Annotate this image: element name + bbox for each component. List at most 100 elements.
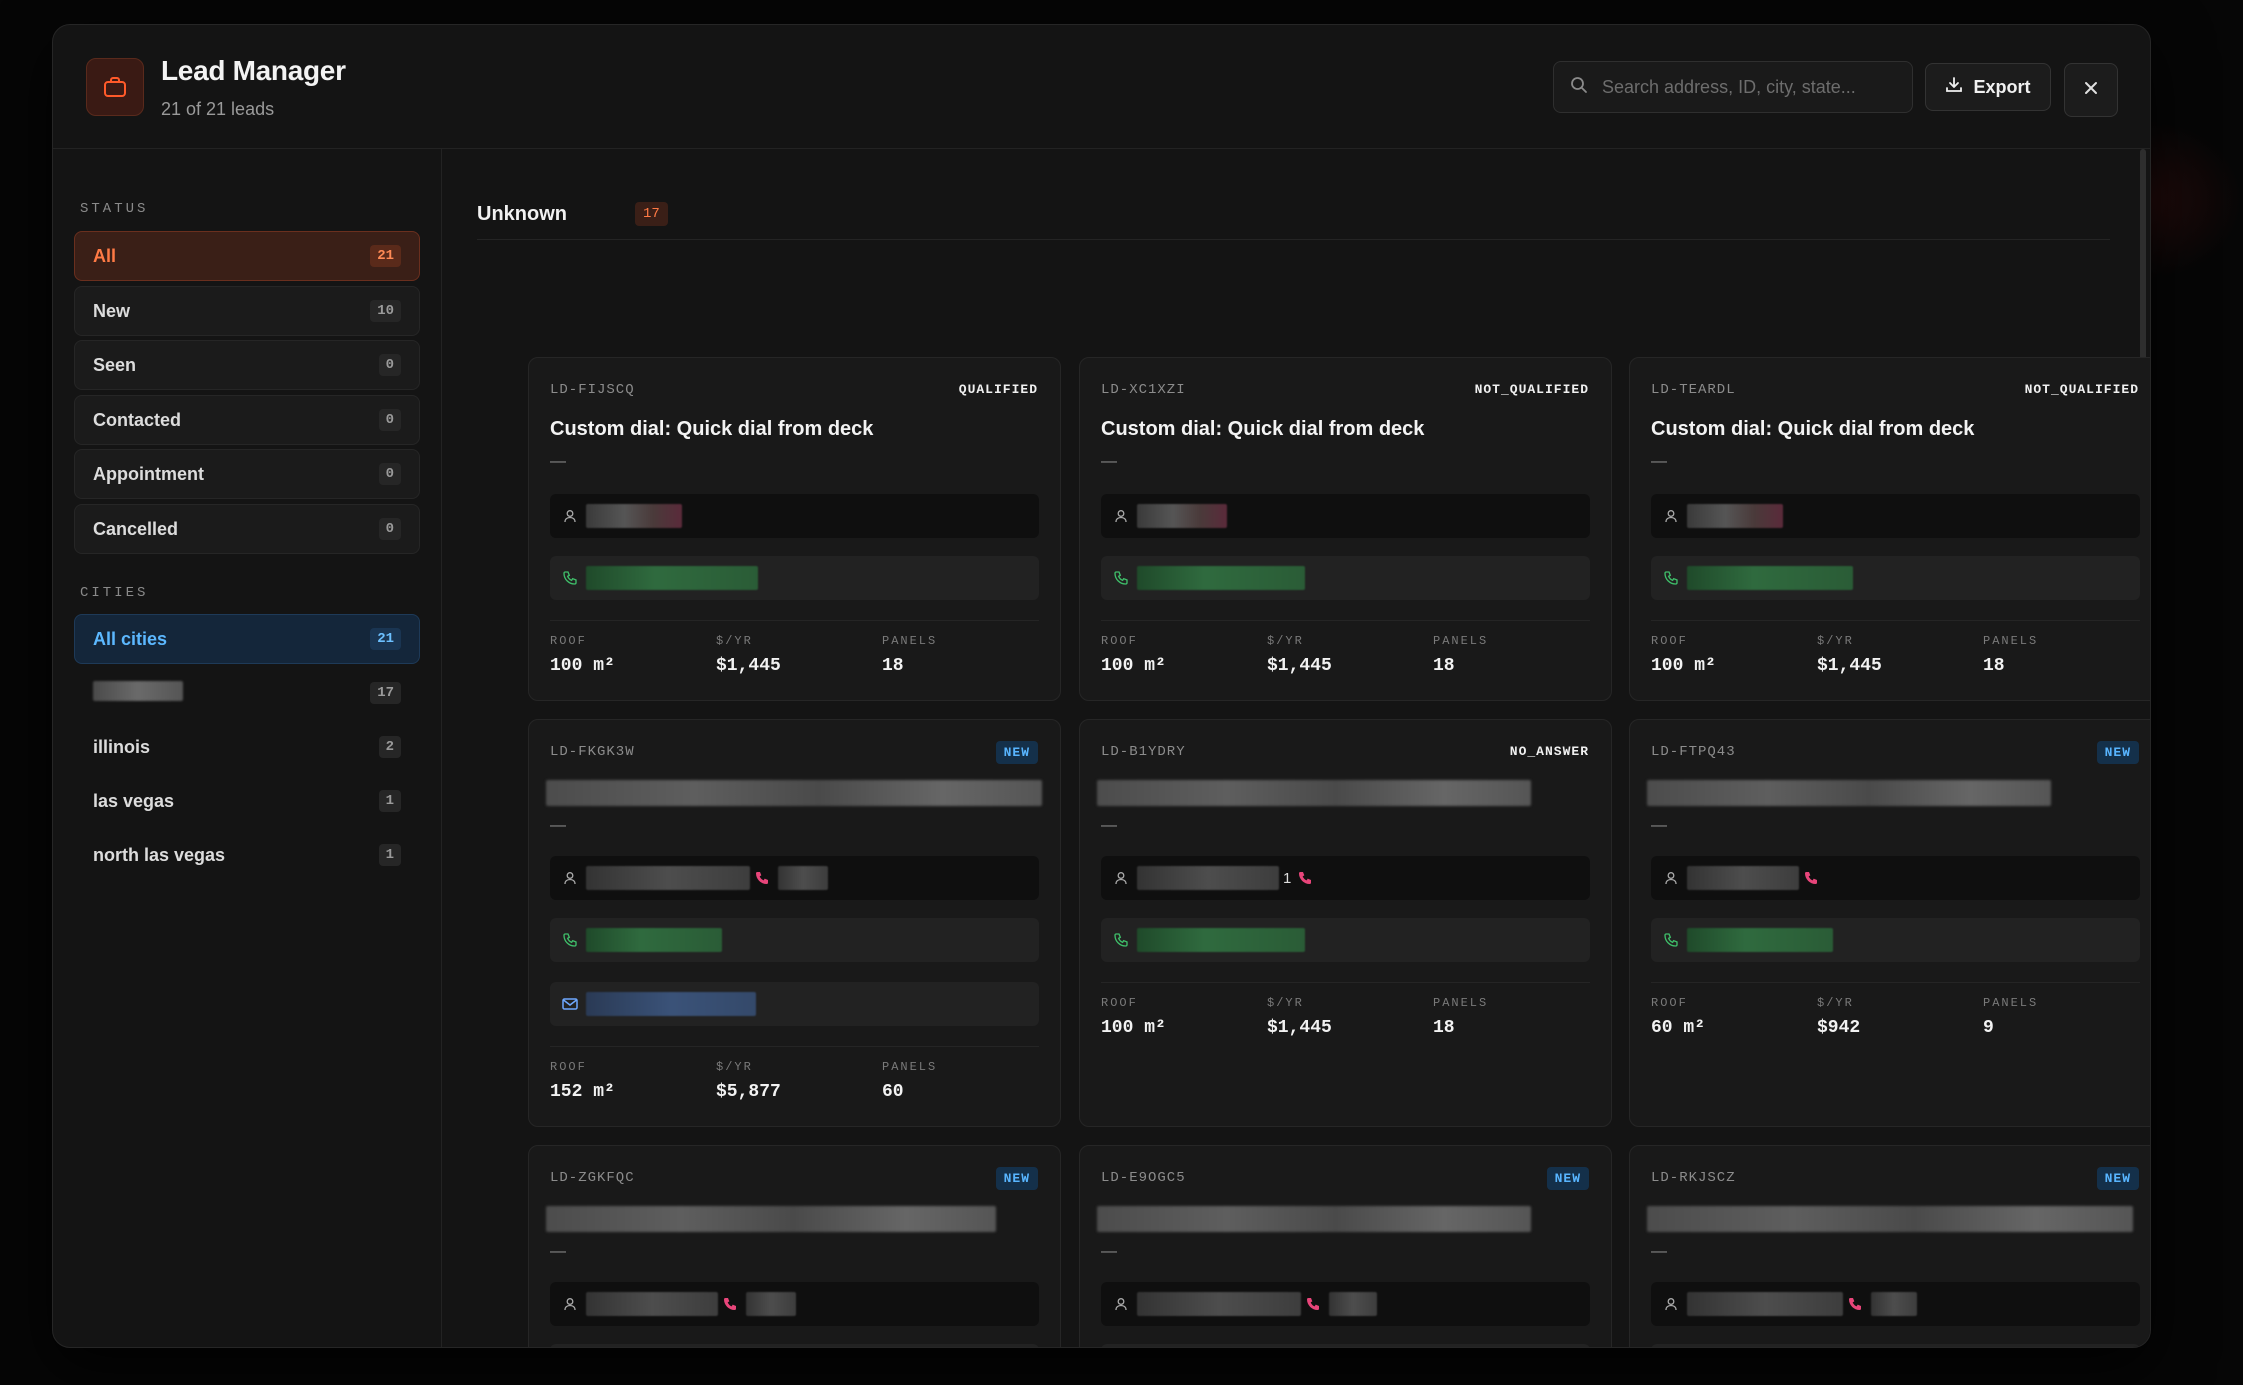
lead-card[interactable]: LD-TEARDL NOT_QUALIFIED Custom dial: Qui… [1629, 357, 2150, 701]
lead-title: Custom dial: Quick dial from deck [1651, 418, 1975, 440]
lead-card[interactable]: LD-ZGKFQC NEW — [528, 1145, 1061, 1347]
phone-row[interactable] [1651, 556, 2140, 600]
lead-card[interactable]: LD-XC1XZI NOT_QUALIFIED Custom dial: Qui… [1079, 357, 1612, 701]
lead-list: Unknown 17 LD-FIJSCQ QUALIFIED Custom di… [443, 149, 2150, 1347]
phone-icon [562, 570, 578, 586]
phone-row[interactable] [550, 918, 1039, 962]
close-button[interactable] [2064, 63, 2118, 117]
contact-name-row [550, 494, 1039, 538]
filter-sidebar: STATUS All 21 New 10 Seen 0 Contacted 0 … [53, 149, 442, 1347]
roof-value: 100 m² [1101, 656, 1166, 676]
panels-value: 18 [1433, 1018, 1455, 1038]
panels-stat: PANELS 9 [1983, 996, 2038, 1038]
redacted-address [1097, 1206, 1531, 1232]
yearly-label: $/YR [1267, 996, 1304, 1010]
email-row[interactable] [550, 982, 1039, 1026]
city-filter-illinois[interactable]: illinois 2 [74, 722, 420, 772]
lead-title: Custom dial: Quick dial from deck [1101, 418, 1425, 440]
roof-value: 152 m² [550, 1082, 615, 1102]
lead-card[interactable]: LD-RKJSCZ NEW — [1629, 1145, 2150, 1347]
lead-card[interactable]: LD-FTPQ43 NEW — ROOF 60 m² $/YR $942 PANEL… [1629, 719, 2150, 1127]
redacted-phone [1137, 566, 1305, 590]
lead-card[interactable]: LD-FKGK3W NEW — ROOF 152 m² $/YR $5,877 PA… [528, 719, 1061, 1127]
roof-stat: ROOF 152 m² [550, 1060, 615, 1102]
redacted-contact-name [1687, 1292, 1843, 1316]
lead-subtitle: — [1101, 453, 1117, 470]
status-filter-cancelled[interactable]: Cancelled 0 [74, 504, 420, 554]
lead-title: Custom dial: Quick dial from deck [550, 418, 874, 440]
stats-divider [1101, 982, 1590, 983]
phone-icon [754, 870, 770, 886]
status-badge: NEW [2096, 741, 2139, 764]
city-filter-las-vegas[interactable]: las vegas 1 [74, 776, 420, 826]
user-icon [1663, 508, 1679, 524]
user-icon [1113, 1296, 1129, 1312]
redacted-phone [1137, 928, 1305, 952]
phone-row[interactable] [1651, 918, 2140, 962]
lead-id: LD-B1YDRY [1101, 744, 1186, 760]
status-filter-all[interactable]: All 21 [74, 231, 420, 281]
yearly-value: $1,445 [1267, 656, 1332, 676]
redacted-city-name [93, 680, 183, 701]
city-filter-north-las-vegas[interactable]: north las vegas 1 [74, 830, 420, 880]
panels-stat: PANELS 18 [1433, 996, 1488, 1038]
search-input[interactable] [1602, 76, 1902, 98]
redacted-contact-name [1687, 504, 1783, 528]
status-filter-new[interactable]: New 10 [74, 286, 420, 336]
briefcase-icon [86, 58, 144, 116]
status-filter-count: 0 [378, 463, 401, 485]
phone-row[interactable] [1651, 1344, 2140, 1347]
redacted-phone [1687, 566, 1853, 590]
status-filter-label: Cancelled [93, 518, 179, 539]
redacted-contact-name [586, 504, 682, 528]
phone-row[interactable] [550, 1344, 1039, 1347]
lead-id: LD-FIJSCQ [550, 382, 635, 398]
phone-row[interactable] [1101, 556, 1590, 600]
panels-stat: PANELS 18 [882, 634, 937, 676]
contact-name-row [1651, 494, 2140, 538]
lead-id: LD-ZGKFQC [550, 1170, 635, 1186]
contact-name-row: 1 [1101, 856, 1590, 900]
redacted-address [1647, 1206, 2133, 1232]
phone-icon [1663, 570, 1679, 586]
export-button[interactable]: Export [1925, 63, 2051, 111]
status-section-label: STATUS [80, 201, 149, 217]
close-icon [2083, 80, 2099, 101]
phone-row[interactable] [1101, 918, 1590, 962]
yearly-value: $942 [1817, 1018, 1861, 1038]
yearly-label: $/YR [716, 634, 753, 648]
yearly-value: $1,445 [1267, 1018, 1332, 1038]
panels-value: 18 [882, 656, 904, 676]
phone-row[interactable] [1101, 1344, 1590, 1347]
phone-icon [722, 1296, 738, 1312]
status-filter-appointment[interactable]: Appointment 0 [74, 449, 420, 499]
user-icon [1663, 1296, 1679, 1312]
panels-label: PANELS [882, 634, 938, 648]
status-filter-seen[interactable]: Seen 0 [74, 340, 420, 390]
phone-row[interactable] [550, 556, 1039, 600]
search-box[interactable] [1553, 61, 1913, 113]
city-filter-label: illinois [93, 736, 151, 757]
yearly-label: $/YR [716, 1060, 753, 1074]
yearly-label: $/YR [1267, 634, 1304, 648]
city-filter-redacted[interactable]: 17 [74, 668, 420, 718]
download-icon [1945, 76, 1963, 99]
status-filter-count: 0 [378, 409, 401, 431]
lead-subtitle: — [1101, 1243, 1117, 1260]
lead-card[interactable]: LD-E9OGC5 NEW — [1079, 1145, 1612, 1347]
status-filter-label: All [93, 245, 117, 266]
status-filter-label: Appointment [93, 463, 204, 484]
city-filter-count: 21 [370, 628, 401, 650]
user-icon [1113, 870, 1129, 886]
lead-card[interactable]: LD-FIJSCQ QUALIFIED Custom dial: Quick d… [528, 357, 1061, 701]
city-filter-all[interactable]: All cities 21 [74, 614, 420, 664]
stats-divider [1101, 620, 1590, 621]
yearly-stat: $/YR $5,877 [716, 1060, 781, 1102]
group-count-badge: 17 [635, 202, 668, 226]
redacted-secondary-phone [1871, 1292, 1917, 1316]
yearly-label: $/YR [1817, 996, 1854, 1010]
lead-card[interactable]: LD-B1YDRY NO_ANSWER — 1 ROOF 100 m² $/YR $… [1079, 719, 1612, 1127]
redacted-contact-name [1687, 866, 1799, 890]
status-filter-contacted[interactable]: Contacted 0 [74, 395, 420, 445]
scrollbar[interactable] [2140, 149, 2146, 525]
